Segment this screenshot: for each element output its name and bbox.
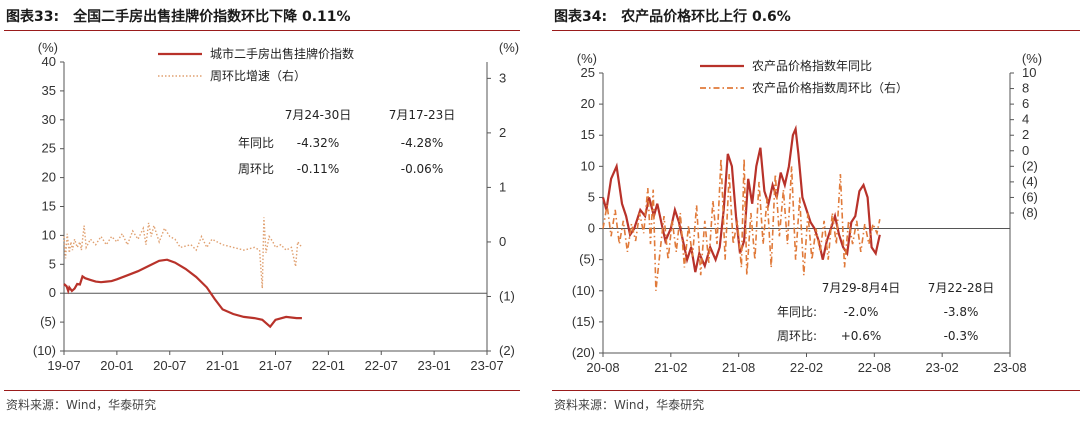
- y-tick-label-right: (1): [499, 288, 515, 303]
- table-value: -0.3%: [944, 329, 979, 343]
- y-tick-label-left: 30: [42, 112, 56, 127]
- y-tick-label-left: (15): [572, 314, 595, 329]
- source-note: 资料来源：Wind，华泰研究: [554, 398, 705, 412]
- y-tick-label-right: 2: [1022, 127, 1029, 142]
- series-line-1: [63, 217, 303, 289]
- y-tick-label-right: (4): [1022, 174, 1038, 189]
- figure-number: 图表33:: [6, 9, 60, 25]
- legend-label-0: 农产品价格指数年同比: [752, 58, 872, 73]
- y-tick-label-left: 10: [581, 158, 595, 173]
- x-tick-label: 22-07: [365, 358, 398, 373]
- y-tick-label-left: 15: [42, 199, 56, 214]
- y-tick-label-left: (10): [572, 283, 595, 298]
- y-tick-label-left: (5): [40, 314, 56, 329]
- y-unit-left: (%): [577, 51, 597, 66]
- x-tick-label: 22-08: [858, 360, 891, 375]
- x-tick-label: 20-01: [100, 358, 133, 373]
- x-tick-label: 23-07: [470, 358, 503, 373]
- y-tick-label-right: (8): [1022, 205, 1038, 220]
- y-tick-label-right: 1: [499, 179, 506, 194]
- title-rule: [4, 30, 520, 31]
- chart-title: 图表34: 农产品价格环比上行 0.6%: [554, 6, 791, 26]
- source-rule: [4, 390, 520, 391]
- legend-label-1: 周环比增速（右）: [210, 68, 306, 83]
- table-col-header-1: 7月29-8月4日: [822, 281, 901, 295]
- y-tick-label-left: 10: [42, 227, 56, 242]
- table-col-header-2: 7月22-28日: [928, 281, 995, 295]
- y-tick-label-right: 8: [1022, 81, 1029, 96]
- y-tick-label-left: 15: [581, 127, 595, 142]
- figure-title-text: 全国二手房出售挂牌价指数环比下降 0.11%: [73, 9, 351, 25]
- x-tick-label: 21-07: [259, 358, 292, 373]
- chart-panel-agri: 图表34: 农产品价格环比上行 0.6% (%) (%) 25 20 15 10 5 0 (5)(…: [548, 0, 1080, 421]
- y-unit-left: (%): [38, 40, 58, 55]
- legend-label-0: 城市二手房出售挂牌价指数: [210, 46, 354, 61]
- y-tick-label-left: 25: [42, 141, 56, 156]
- table-value: -0.06%: [401, 162, 443, 176]
- table-row-label-1: 年同比: [238, 136, 274, 150]
- table-value: -3.8%: [944, 305, 979, 319]
- x-tick-label: 21-02: [654, 360, 687, 375]
- x-tick-label: 20-07: [153, 358, 186, 373]
- y-unit-right: (%): [1022, 51, 1042, 66]
- x-tick-label: 21-01: [206, 358, 239, 373]
- y-tick-label-left: 20: [42, 170, 56, 185]
- y-tick-label-left: 0: [49, 285, 56, 300]
- y-tick-label-right: 10: [1022, 65, 1036, 80]
- agri-chart-svg: (%) (%)2520151050(5)(10)(15)(20)1086420(2…: [572, 51, 1042, 375]
- table-col-header-2: 7月17-23日: [389, 108, 456, 122]
- legend-label-1: 农产品价格指数周环比（右）: [752, 80, 908, 95]
- x-tick-label: 23-02: [926, 360, 959, 375]
- y-tick-label-left: (5): [579, 252, 595, 267]
- source-rule: [552, 390, 1080, 391]
- table-value: -4.28%: [401, 136, 443, 150]
- x-tick-label: 23-08: [993, 360, 1026, 375]
- table-value: -2.0%: [844, 305, 879, 319]
- y-tick-label-left: 25: [581, 65, 595, 80]
- y-tick-label-right: (2): [1022, 158, 1038, 173]
- table-row-label-2: 周环比:: [777, 329, 817, 343]
- y-tick-label-right: 0: [1022, 143, 1029, 158]
- x-tick-label: 22-01: [312, 358, 345, 373]
- title-rule: [552, 30, 1080, 31]
- x-tick-label: 19-07: [47, 358, 80, 373]
- y-tick-label-right: (6): [1022, 189, 1038, 204]
- y-tick-label-left: 5: [588, 189, 595, 204]
- chart-panel-housing: 图表33: 全国二手房出售挂牌价指数环比下降 0.11% (%) (%) 40 35 30…: [0, 0, 520, 421]
- table-value: -4.32%: [297, 136, 339, 150]
- y-unit-right: (%): [499, 40, 519, 55]
- chart-title: 图表33: 全国二手房出售挂牌价指数环比下降 0.11%: [6, 6, 351, 26]
- y-tick-label-right: 4: [1022, 112, 1029, 127]
- x-tick-label: 22-02: [790, 360, 823, 375]
- y-tick-label-left: 0: [588, 221, 595, 236]
- table-col-header-1: 7月24-30日: [285, 108, 352, 122]
- source-note: 资料来源：Wind，华泰研究: [6, 398, 157, 412]
- y-tick-label-right: 6: [1022, 96, 1029, 111]
- y-tick-label-right: 2: [499, 125, 506, 140]
- table-row-label-1: 年同比:: [777, 305, 817, 319]
- x-tick-label: 23-01: [418, 358, 451, 373]
- y-tick-label-left: 35: [42, 83, 56, 98]
- y-tick-label-left: 40: [42, 54, 56, 69]
- figure-title-text: 农产品价格环比上行 0.6%: [621, 9, 791, 25]
- y-tick-label-left: 20: [581, 96, 595, 111]
- y-tick-label-right: 3: [499, 70, 506, 85]
- x-tick-label: 20-08: [586, 360, 619, 375]
- y-tick-label-left: 5: [49, 256, 56, 271]
- y-tick-label-left: (20): [572, 345, 595, 360]
- housing-chart-svg: (%) (%)4035302520151050(5)(10)3210(1)(2)1…: [33, 40, 519, 373]
- figure-number: 图表34:: [554, 9, 608, 25]
- table-row-label-2: 周环比: [238, 162, 274, 176]
- table-value: +0.6%: [841, 329, 882, 343]
- series-line-0: [63, 258, 302, 329]
- x-tick-label: 21-08: [722, 360, 755, 375]
- y-tick-label-right: 0: [499, 234, 506, 249]
- series-line-1: [602, 158, 881, 291]
- y-tick-label-left: (10): [33, 343, 56, 358]
- y-tick-label-right: (2): [499, 343, 515, 358]
- table-value: -0.11%: [297, 162, 339, 176]
